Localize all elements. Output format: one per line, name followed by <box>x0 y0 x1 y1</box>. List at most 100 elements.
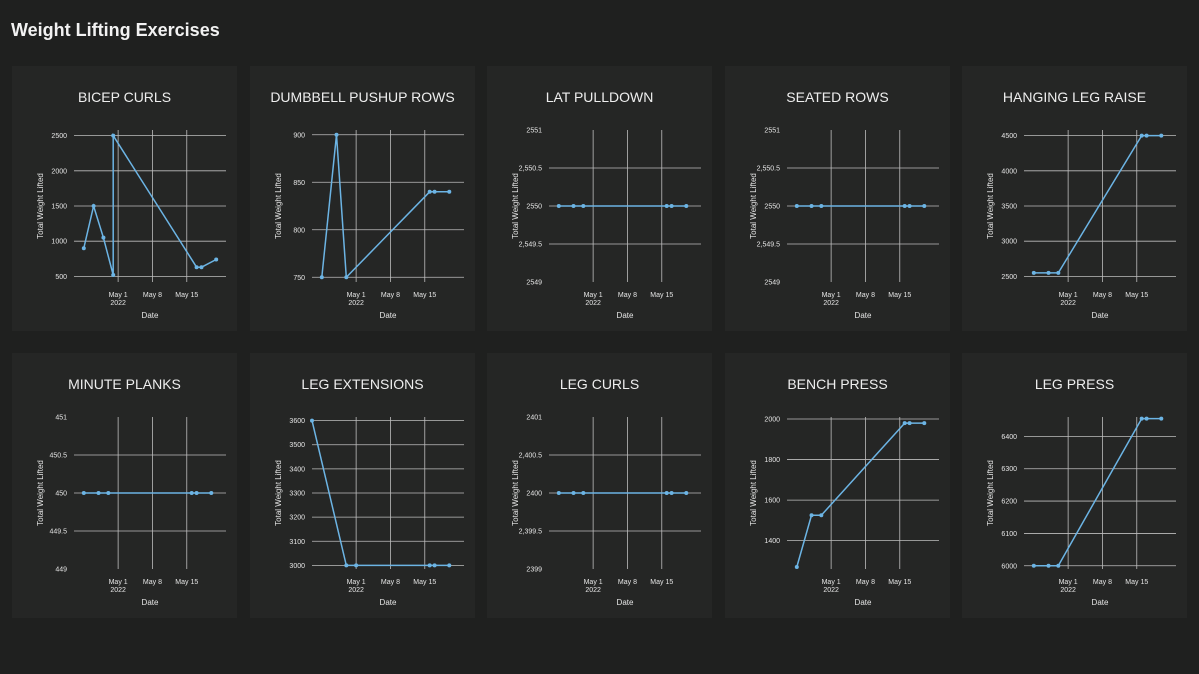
y-axis-label: Total Weight Lifted <box>274 460 283 526</box>
y-axis-label: Total Weight Lifted <box>274 173 283 239</box>
data-point <box>446 189 451 194</box>
x-axis-label: Date <box>617 311 634 320</box>
chart-svg: DUMBBELL PUSHUP ROWS 750 800 850 900 May 1202… <box>270 89 464 320</box>
y-tick-label: 1000 <box>51 239 67 246</box>
x-tick-label: May 8 <box>380 579 399 586</box>
y-tick-label: 1500 <box>51 204 67 211</box>
y-tick-label: 2551 <box>764 128 780 135</box>
y-tick-label: 449.5 <box>49 529 67 536</box>
x-tick-label: May 8 <box>618 579 637 586</box>
x-tick-label: May 1 <box>346 292 365 299</box>
y-tick-label: 1400 <box>764 538 780 545</box>
y-tick-label: 2401 <box>526 415 542 422</box>
chart-title: BENCH PRESS <box>787 376 887 392</box>
x-tick-label: May 15 <box>175 579 198 586</box>
chart-card: HANGING LEG RAISE 2500 3000 3500 4000 4500 May… <box>962 66 1187 331</box>
y-tick-label: 3000 <box>1001 239 1017 246</box>
data-point <box>1056 563 1061 568</box>
y-tick-label: 2500 <box>1001 274 1017 281</box>
data-point <box>343 275 348 280</box>
y-tick-label: 2000 <box>764 417 780 424</box>
data-point <box>309 418 314 423</box>
x-axis-label: Date <box>379 598 396 607</box>
y-tick-label: 451 <box>55 415 67 422</box>
data-point <box>111 133 116 138</box>
y-tick-label: 2,399.5 <box>519 529 542 536</box>
data-point <box>91 204 96 208</box>
data-point <box>101 235 106 240</box>
data-point <box>81 246 86 251</box>
data-point <box>194 265 199 270</box>
x-tick-label: May 1 <box>109 292 128 299</box>
data-point <box>664 204 669 208</box>
x-axis-label: Date <box>142 598 159 607</box>
x-axis-label: Date <box>1092 311 1109 320</box>
chart-title: LAT PULLDOWN <box>546 89 654 105</box>
y-tick-label: 850 <box>293 180 305 187</box>
y-tick-label: 3200 <box>289 515 305 522</box>
data-point <box>209 491 214 495</box>
x-tick-year: 2022 <box>823 587 839 594</box>
y-tick-label: 6400 <box>1001 434 1017 441</box>
data-point <box>1139 416 1144 421</box>
data-point <box>921 421 926 426</box>
data-point <box>684 204 689 208</box>
y-tick-label: 6200 <box>1001 499 1017 506</box>
x-tick-label: May 15 <box>175 292 198 299</box>
y-axis-label: Total Weight Lifted <box>986 460 995 526</box>
data-point <box>556 491 561 495</box>
y-tick-label: 2551 <box>526 128 542 135</box>
series-line <box>310 420 449 567</box>
data-point <box>1144 133 1149 138</box>
x-tick-label: May 1 <box>109 579 128 586</box>
y-tick-label: 449 <box>55 567 67 574</box>
data-point <box>1144 416 1149 421</box>
data-point <box>571 491 576 495</box>
x-axis-label: Date <box>1092 598 1109 607</box>
data-point <box>907 421 912 426</box>
chart-title: MINUTE PLANKS <box>68 376 181 392</box>
chart-title: LEG EXTENSIONS <box>301 376 423 392</box>
data-point <box>189 491 194 495</box>
y-tick-label: 3100 <box>289 539 305 546</box>
data-point <box>1139 133 1144 138</box>
charts-grid: BICEP CURLS 500 1000 1500 2000 2500 May 1 2022 M… <box>12 66 1187 618</box>
y-tick-label: 3000 <box>289 563 305 570</box>
y-tick-label: 3500 <box>1001 204 1017 211</box>
chart-card: BICEP CURLS 500 1000 1500 2000 2500 May 1 2022 M… <box>12 66 237 331</box>
data-point <box>96 491 101 495</box>
chart-title: LEG PRESS <box>1035 376 1114 392</box>
x-tick-label: May 15 <box>413 579 436 586</box>
chart-svg: LEG EXTENSIONS 3000 3100 3200 3300 3400 3500 36… <box>274 376 464 607</box>
data-point <box>353 563 358 568</box>
y-tick-label: 2,400.5 <box>519 453 542 460</box>
y-tick-label: 3500 <box>289 442 305 449</box>
x-tick-label: May 1 <box>346 579 365 586</box>
y-tick-label: 6300 <box>1001 466 1017 473</box>
data-point <box>1031 563 1036 568</box>
x-tick-label: May 15 <box>888 292 911 299</box>
y-axis-label: Total Weight Lifted <box>36 460 45 526</box>
data-point <box>907 204 912 208</box>
y-tick-label: 6100 <box>1001 531 1017 538</box>
data-point <box>809 204 814 208</box>
data-point <box>809 513 814 518</box>
y-tick-label: 2000 <box>51 168 67 175</box>
series-line <box>1033 417 1162 567</box>
x-tick-label: May 8 <box>855 292 874 299</box>
x-tick-label: May 15 <box>413 292 436 299</box>
x-tick-label: May 8 <box>143 579 162 586</box>
chart-card: LEG PRESS 6000 6100 6200 6300 6400 May 1 2022 Ma… <box>962 353 1187 618</box>
data-point <box>818 513 823 518</box>
chart-title: SEATED ROWS <box>786 89 888 105</box>
y-tick-label: 2,550.5 <box>519 166 542 173</box>
chart-svg: LEG CURLS 2399 2,399.5 2400 2,400.5 2401 May 1… <box>511 376 701 607</box>
data-point <box>1159 416 1164 421</box>
x-tick-label: May 15 <box>650 292 673 299</box>
x-tick-label: May 8 <box>143 292 162 299</box>
x-axis-label: Date <box>617 598 634 607</box>
data-point <box>902 421 907 426</box>
